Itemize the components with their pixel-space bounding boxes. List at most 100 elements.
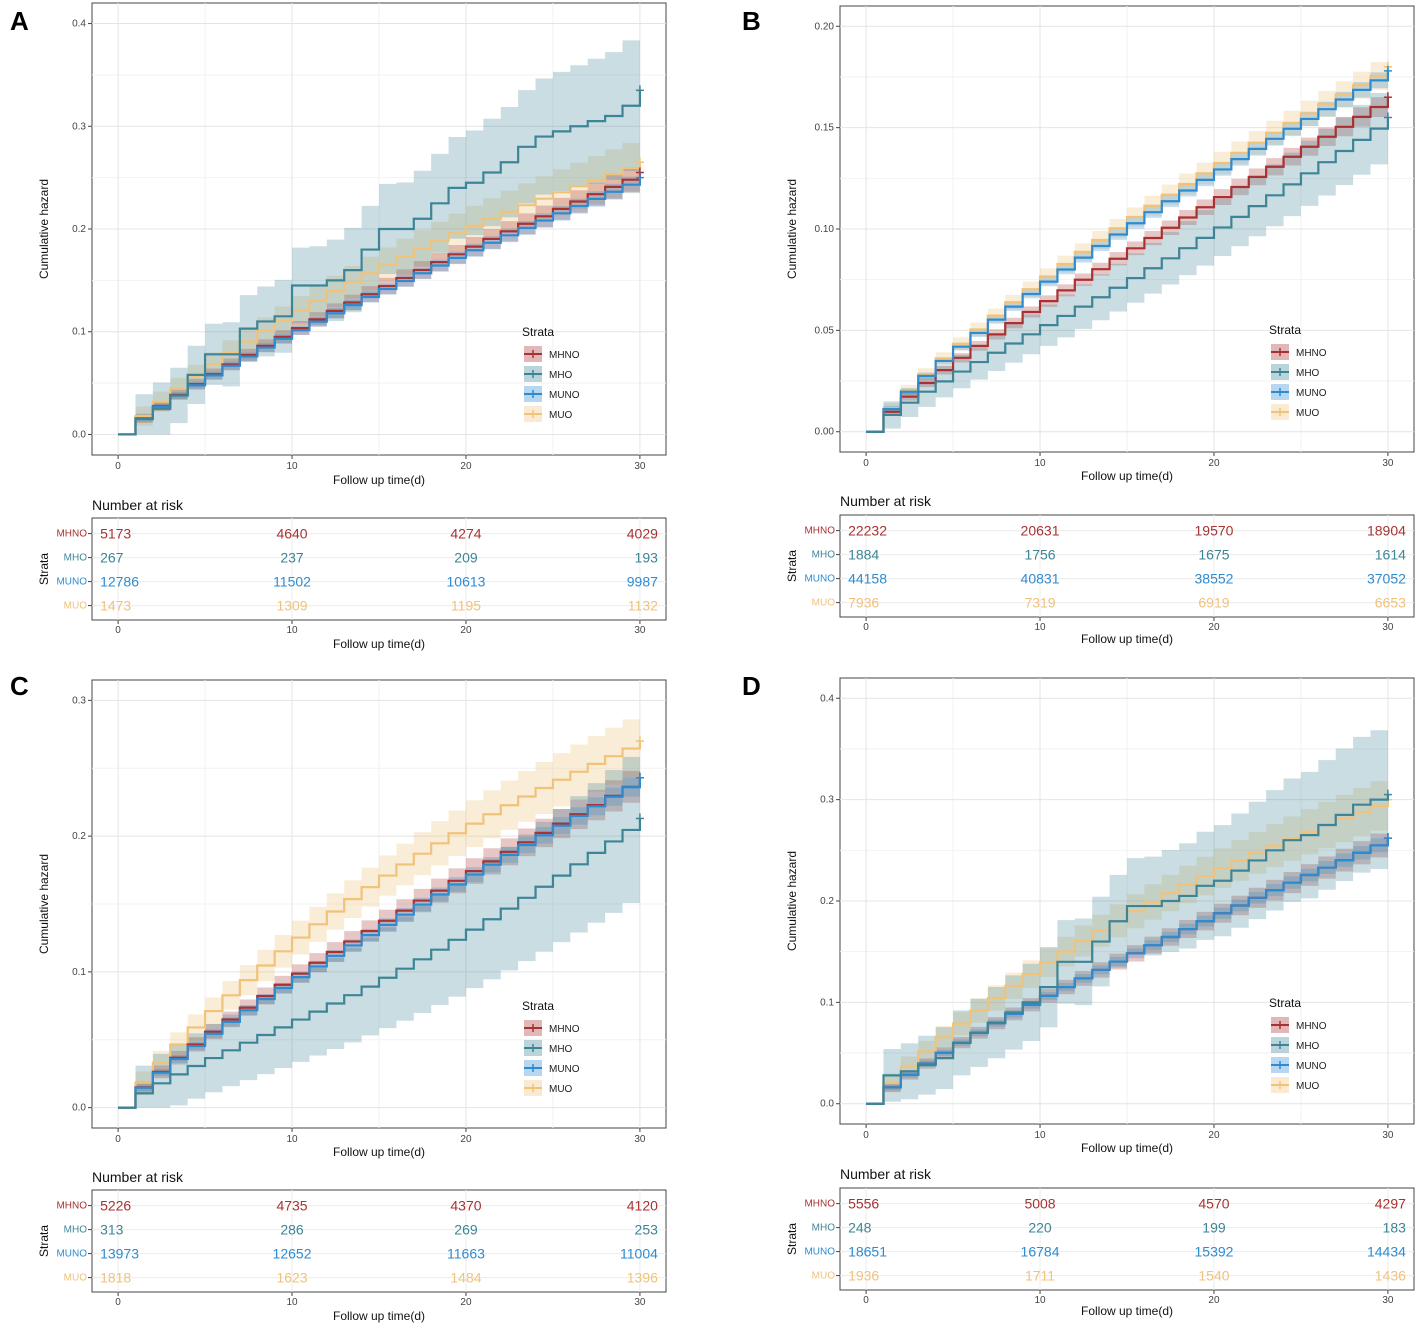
risk-table-frame [91, 1189, 667, 1293]
x-axis-title: Follow up time(d) [1081, 1141, 1173, 1155]
legend-label-mhno: MHNO [549, 1024, 580, 1035]
risk-count: 1195 [451, 598, 481, 614]
y-tick-label: 0.0 [72, 429, 86, 440]
x-tick-label: 20 [1208, 458, 1220, 469]
y-tick-label: 0.0 [72, 1103, 86, 1114]
risk-x-title: Follow up time(d) [333, 637, 425, 651]
risk-table-frame [839, 1187, 1415, 1291]
risk-count: 313 [100, 1222, 124, 1238]
risk-stratum-label: MHO [64, 1225, 88, 1236]
risk-x-tick-label: 30 [1382, 622, 1394, 633]
x-tick-label: 30 [634, 1134, 646, 1145]
legend-label-muno: MUNO [549, 390, 580, 401]
x-tick-label: 0 [115, 461, 121, 472]
x-tick-label: 20 [460, 1134, 472, 1145]
hazard-line-mho [866, 117, 1390, 433]
risk-count: 4297 [1375, 1196, 1406, 1212]
risk-count: 199 [1202, 1220, 1226, 1236]
risk-count: 19570 [1195, 523, 1234, 539]
risk-count: 16784 [1021, 1244, 1060, 1260]
risk-count: 1436 [1375, 1268, 1406, 1284]
y-tick-label: 0.1 [72, 327, 86, 338]
risk-count: 4640 [276, 526, 307, 542]
risk-count: 6653 [1375, 595, 1406, 611]
panel-C: C 0 10 20 30 0.0 0.1 0.2 0.3 Cumulative hazard Fol… [10, 671, 667, 1323]
risk-count: 12786 [100, 574, 139, 590]
risk-stratum-label: MUNO [56, 577, 87, 588]
y-tick-label: 0.05 [815, 325, 835, 336]
risk-count: 1132 [628, 598, 658, 614]
risk-count: 18904 [1367, 523, 1406, 539]
risk-stratum-label: MHNO [56, 529, 87, 540]
hazard-line-mho [118, 90, 642, 436]
risk-count: 267 [100, 550, 124, 566]
risk-y-title: Strata [785, 1223, 799, 1255]
ci-band-mhno [883, 87, 1388, 416]
risk-count: 14434 [1367, 1244, 1406, 1260]
legend-label-muno: MUNO [1296, 388, 1327, 399]
y-tick-label: 0.3 [72, 695, 86, 706]
x-tick-label: 10 [286, 1134, 298, 1145]
legend-title: Strata [522, 325, 554, 339]
panel-label: D [742, 671, 761, 701]
risk-count: 4735 [276, 1198, 307, 1214]
ci-band-mho [883, 81, 1388, 429]
risk-y-title: Strata [37, 1225, 51, 1257]
ci-band-mho [135, 743, 640, 1108]
legend-label-muo: MUO [549, 1084, 573, 1095]
risk-count: 5173 [100, 526, 131, 542]
y-tick-label: 0.3 [72, 121, 86, 132]
risk-count: 183 [1383, 1220, 1407, 1236]
risk-x-title: Follow up time(d) [1081, 632, 1173, 646]
risk-count: 1309 [276, 598, 307, 614]
legend-label-muno: MUNO [549, 1064, 580, 1075]
ci-band-mhno [883, 825, 1388, 1092]
risk-stratum-label: MUNO [56, 1249, 87, 1260]
x-tick-label: 0 [863, 1130, 869, 1141]
risk-count: 269 [454, 1222, 478, 1238]
legend-label-mhno: MHNO [1296, 1021, 1327, 1032]
risk-count: 5226 [100, 1198, 131, 1214]
risk-table-title: Number at risk [840, 1166, 932, 1182]
legend-label-mhno: MHNO [549, 350, 580, 361]
risk-x-tick-label: 10 [286, 625, 298, 636]
risk-count: 10613 [447, 574, 486, 590]
risk-stratum-label: MUO [812, 598, 836, 609]
hazard-line-muno [866, 70, 1390, 433]
risk-count: 4570 [1198, 1196, 1229, 1212]
risk-count: 209 [454, 550, 478, 566]
risk-count: 7319 [1024, 595, 1055, 611]
risk-count: 4274 [450, 526, 481, 542]
x-axis-title: Follow up time(d) [333, 473, 425, 487]
x-tick-label: 10 [286, 461, 298, 472]
risk-count: 11663 [447, 1246, 485, 1262]
panel-label: C [10, 671, 29, 701]
risk-count: 6919 [1198, 595, 1229, 611]
x-tick-label: 10 [1034, 1130, 1046, 1141]
risk-x-tick-label: 30 [1382, 1295, 1394, 1306]
risk-stratum-label: MUO [64, 601, 88, 612]
y-axis-title: Cumulative hazard [785, 851, 799, 951]
x-tick-label: 0 [115, 1134, 121, 1145]
y-tick-label: 0.1 [820, 997, 834, 1008]
risk-count: 4029 [627, 526, 658, 542]
y-tick-label: 0.3 [820, 795, 834, 806]
risk-count: 248 [848, 1220, 872, 1236]
y-tick-label: 0.2 [820, 896, 834, 907]
ci-band-mhno [135, 160, 640, 423]
risk-count: 1623 [276, 1270, 307, 1286]
risk-count: 237 [280, 550, 304, 566]
x-tick-label: 0 [863, 458, 869, 469]
x-tick-label: 30 [1382, 458, 1394, 469]
risk-x-tick-label: 10 [1034, 622, 1046, 633]
risk-count: 13973 [100, 1246, 139, 1262]
risk-stratum-label: MUO [64, 1273, 88, 1284]
panel-D: D 0 10 20 30 0.0 0.1 0.2 0.3 0.4 Cumulative hazard… [742, 671, 1415, 1318]
risk-table-frame [839, 514, 1415, 618]
y-axis-title: Cumulative hazard [37, 854, 51, 954]
risk-count: 1756 [1024, 547, 1055, 563]
risk-x-title: Follow up time(d) [1081, 1304, 1173, 1318]
y-tick-label: 0.2 [72, 224, 86, 235]
risk-x-tick-label: 30 [634, 625, 646, 636]
